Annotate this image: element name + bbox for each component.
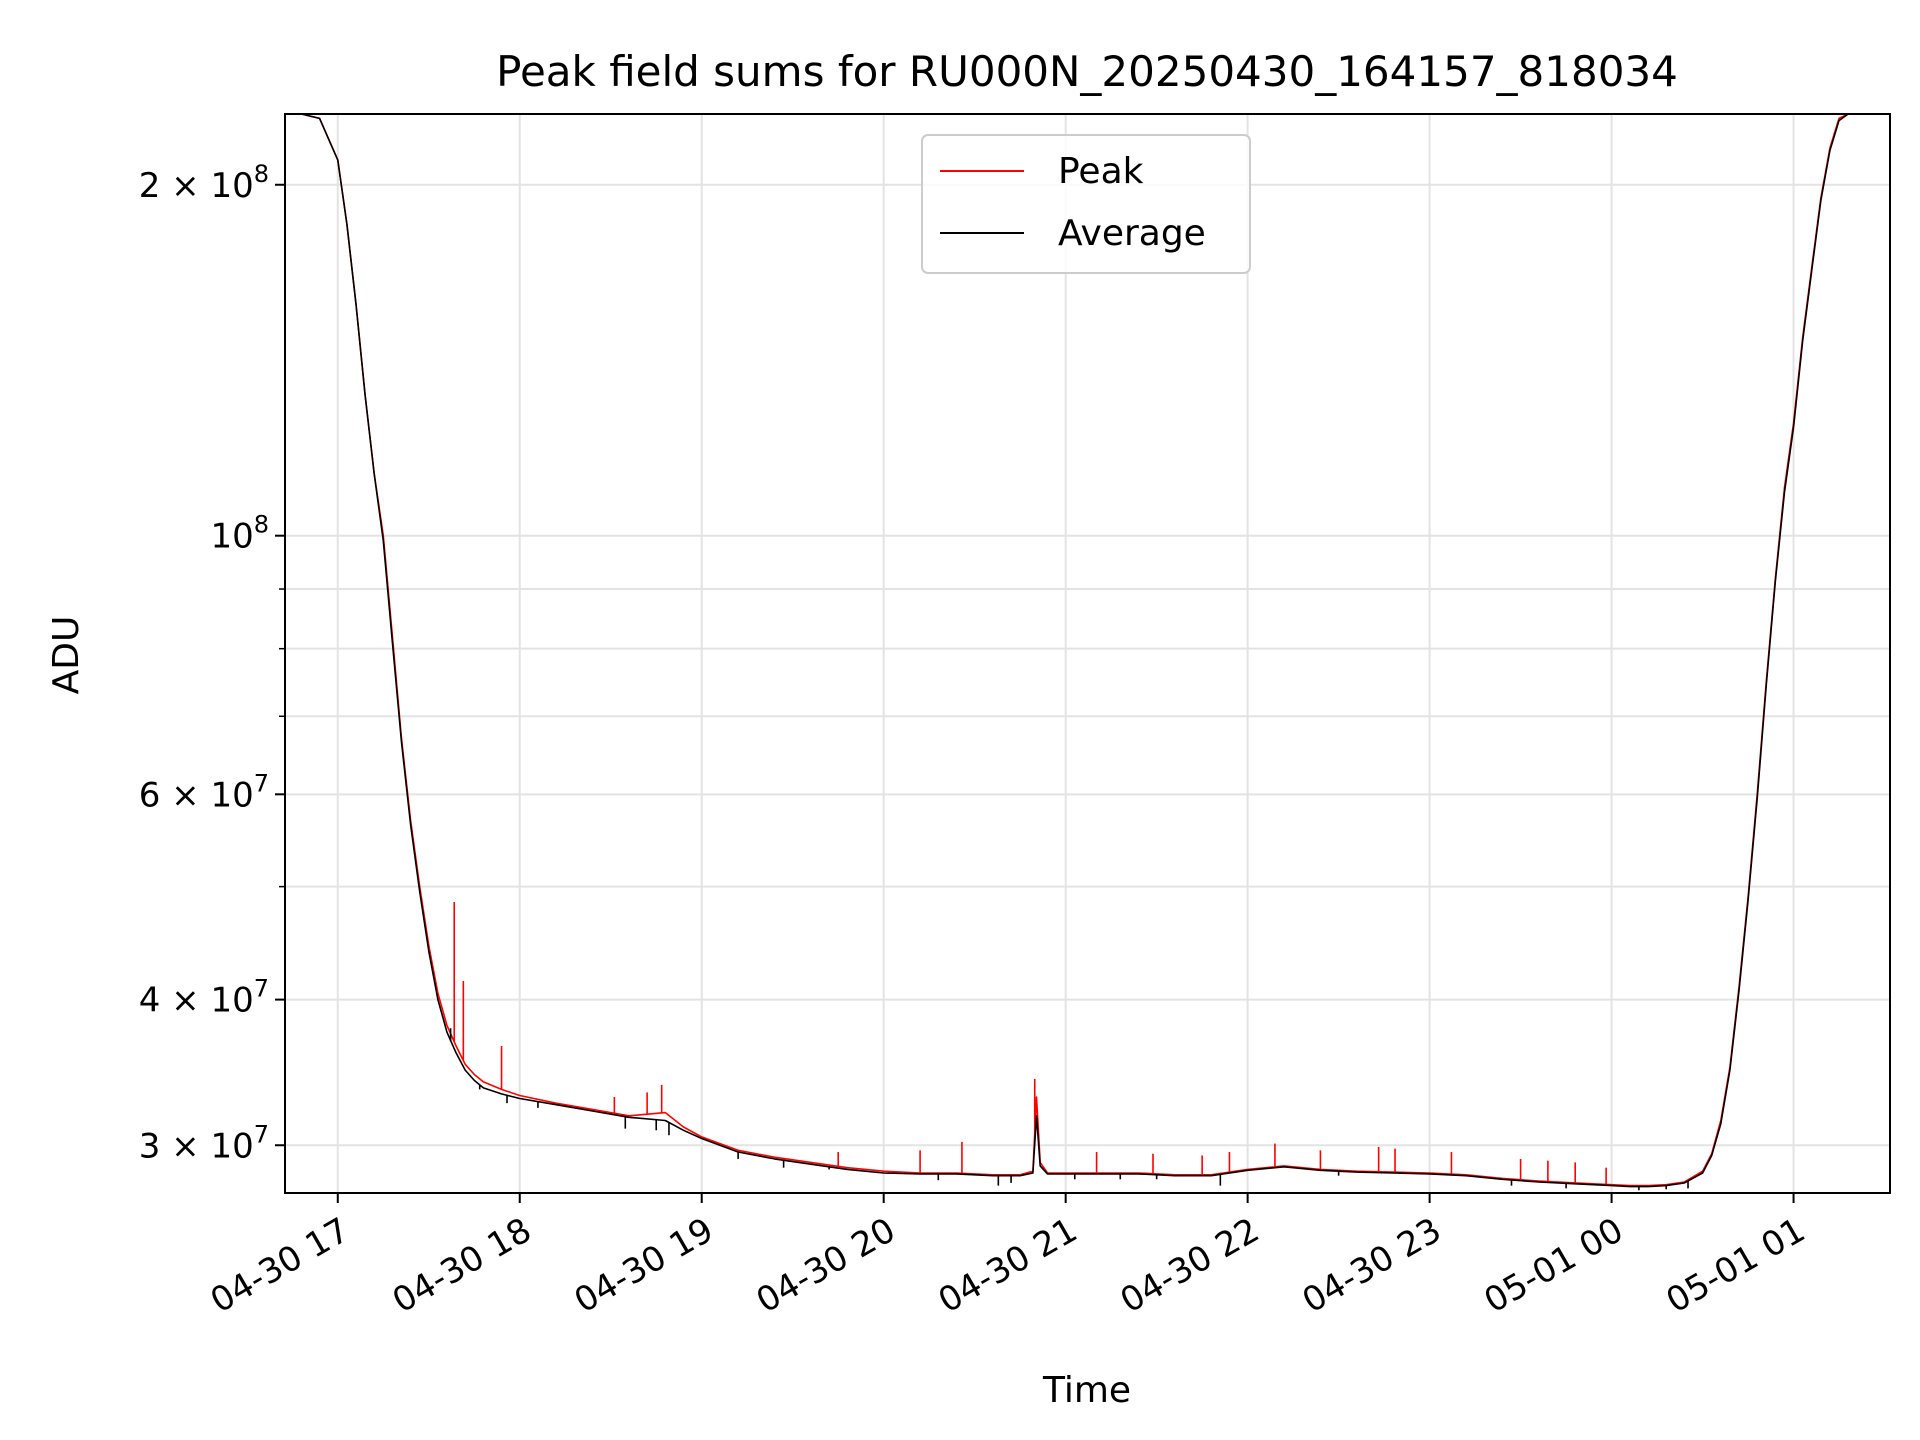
y-tick-label-base: 3 × 10 [139, 1126, 254, 1166]
y-tick-label: 3 × 107 [139, 1120, 269, 1166]
y-tick-label-base: 2 × 10 [139, 166, 254, 206]
y-tick-label-base: 6 × 10 [139, 775, 254, 815]
y-tick-label-exponent: 8 [254, 160, 269, 188]
y-tick-label-exponent: 7 [254, 1120, 269, 1148]
y-tick-label-exponent: 7 [254, 975, 269, 1003]
plot-frame [284, 113, 1891, 1194]
y-tick-label-base: 10 [210, 517, 253, 557]
legend-label-average: Average [1058, 213, 1206, 254]
y-tick-label: 6 × 107 [139, 769, 269, 815]
y-tick-label-exponent: 7 [254, 769, 269, 797]
series-average-line [285, 114, 1890, 1188]
y-tick-label: 4 × 107 [139, 975, 269, 1021]
y-tick-label: 108 [210, 511, 269, 557]
series-lines [285, 114, 1890, 1191]
x-axis-label: Time [1042, 1370, 1131, 1411]
chart-title: Peak field sums for RU000N_20250430_1641… [496, 47, 1678, 96]
y-tick-label: 2 × 108 [139, 160, 269, 206]
y-tick-label-base: 4 × 10 [139, 981, 254, 1021]
y-axis-label: ADU [46, 616, 87, 695]
grid [285, 114, 1890, 1193]
legend: Peak Average [921, 134, 1251, 274]
legend-label-peak: Peak [1058, 151, 1144, 192]
y-tick-label-exponent: 8 [254, 511, 269, 539]
legend-box [921, 134, 1251, 274]
